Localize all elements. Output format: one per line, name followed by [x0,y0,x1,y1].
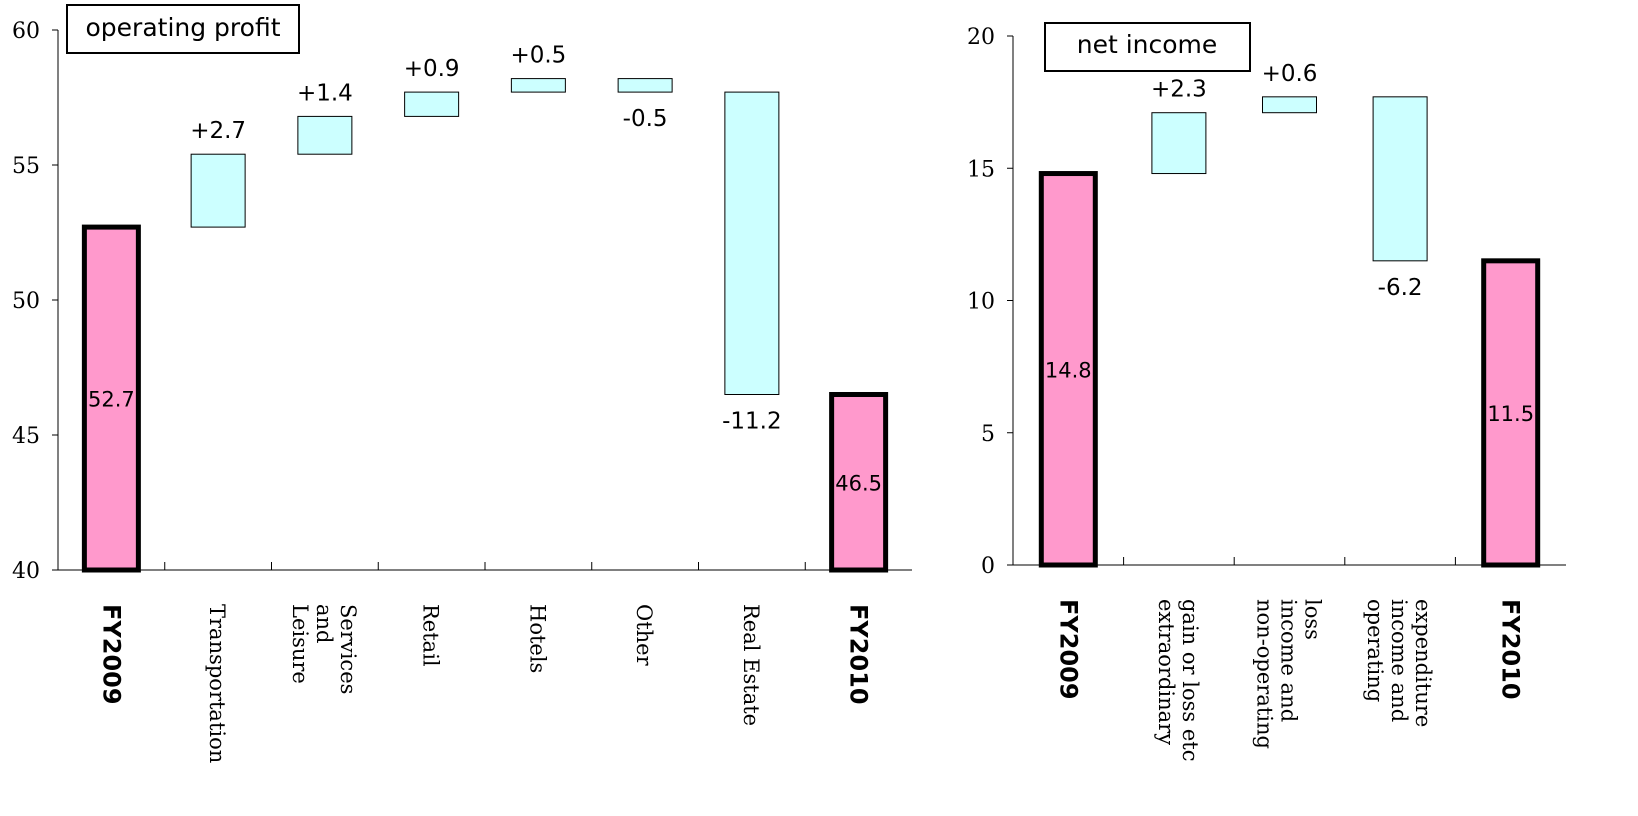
chart1-category-label: Hotels [525,604,549,673]
chart1-category-line: FY2010 [845,604,873,705]
chart1-y-tick-label: 50 [12,289,40,314]
chart2-category-line: FY2009 [1054,599,1082,700]
chart1-delta-bar [190,153,246,228]
chart2-category-label: operatingincome andexpenditure [1363,599,1435,727]
chart2-category-text: extraordinarygain or loss etc [1154,599,1202,761]
chart2-delta-bar [1372,96,1428,262]
chart2-category-line: expenditure [1411,599,1435,727]
chart2-category-text: FY2009 [1054,599,1082,700]
chart2-category-line: operating [1363,599,1387,702]
chart2-category-text: non-operatingincome andloss [1253,599,1325,749]
chart1-category-line: FY2009 [97,604,125,705]
chart1-category-text: FY2009 [97,604,125,705]
chart2-category-text: operatingincome andexpenditure [1363,599,1435,727]
chart1-y-tick-label: 40 [12,559,40,584]
chart1-category-text: Other [632,604,656,667]
chart2-category-line: income and [1387,599,1411,722]
chart1-total-bar [81,224,141,573]
chart1-category-text: Retail [419,604,443,667]
chart1-total-bar-label: 52.7 [88,388,135,412]
chart2-y-tick-label: 15 [967,157,995,182]
chart1-category-label: FY2010 [845,604,873,705]
chart1-category-line: Leisure [288,604,312,684]
chart1-delta-label: +2.7 [190,118,246,144]
chart1-category-label: LeisureandServices [288,604,360,694]
chart1-category-line: Services [336,604,360,694]
chart1-delta-label: -11.2 [722,409,782,435]
chart2-category-label: FY2010 [1497,599,1525,700]
chart1-category-label: FY2009 [97,604,125,705]
chart2-category-line: gain or loss etc [1178,599,1202,761]
chart2-category-line: FY2010 [1497,599,1525,700]
chart2-y-tick-label: 0 [981,554,995,579]
chart2-title: net income [1077,30,1218,59]
chart2-category-label: non-operatingincome andloss [1253,599,1325,749]
chart1-category-label: Real Estate [739,604,763,726]
chart2-delta-bar [1151,112,1207,175]
chart1-category-text: LeisureandServices [288,604,360,694]
chart1-y-tick-label: 45 [12,424,40,449]
chart2-delta-label: +0.6 [1262,61,1318,87]
chart2-total-bar-label: 11.5 [1487,402,1534,426]
chart1-category-line: Hotels [525,604,549,673]
chart2-category-label: FY2009 [1054,599,1082,700]
chart1-delta-label: -0.5 [623,106,668,132]
chart1-category-line: Retail [419,604,443,667]
chart1-y-tick-label: 60 [12,19,40,44]
chart1-category-line: and [312,604,336,644]
chart2-delta-label: +2.3 [1151,77,1207,103]
chart1-category-text: Real Estate [739,604,763,726]
chart2-title-box [1044,22,1251,72]
chart2-category-line: loss [1301,599,1325,640]
chart1-category-text: Transportation [205,604,229,763]
chart1-delta-label: +0.5 [510,43,566,69]
chart1-category-line: Real Estate [739,604,763,726]
chart2-y-tick-label: 20 [967,25,995,50]
chart1-delta-bar [724,91,780,395]
chart2-category-label: extraordinarygain or loss etc [1154,599,1202,761]
chart2-delta-label: -6.2 [1378,275,1423,301]
chart1-category-text: Hotels [525,604,549,673]
chart2-total-bar [1481,258,1541,568]
chart1-total-bar-label: 46.5 [835,471,882,495]
chart1-title-box [66,4,300,54]
chart1-category-label: Retail [419,604,443,667]
chart1-category-line: Other [632,604,656,667]
chart2-total-bar [1038,171,1098,568]
chart1-delta-label: +1.4 [297,80,353,106]
chart2-category-line: extraordinary [1154,599,1178,745]
chart2-category-text: FY2010 [1497,599,1525,700]
chart1-title: operating profit [86,13,281,42]
chart1-delta-bar [297,115,353,155]
chart1-category-line: Transportation [205,604,229,763]
chart2-delta-bar [1262,96,1317,114]
chart1-category-text: FY2010 [845,604,873,705]
chart1-delta-bar [617,78,673,93]
chart2-category-line: income and [1277,599,1301,722]
chart1-y-tick-label: 55 [12,154,40,179]
chart1-delta-bar [404,91,460,117]
chart1-delta-bar [510,78,566,93]
chart1-delta-label: +0.9 [404,56,460,82]
chart2-y-tick-label: 10 [967,290,995,315]
chart1-category-label: Other [632,604,656,667]
chart2-category-line: non-operating [1253,599,1277,749]
chart2-y-tick-label: 5 [981,422,995,447]
chart1-category-label: Transportation [205,604,229,763]
chart2-total-bar-label: 14.8 [1045,358,1092,382]
chart1-total-bar [829,392,889,573]
